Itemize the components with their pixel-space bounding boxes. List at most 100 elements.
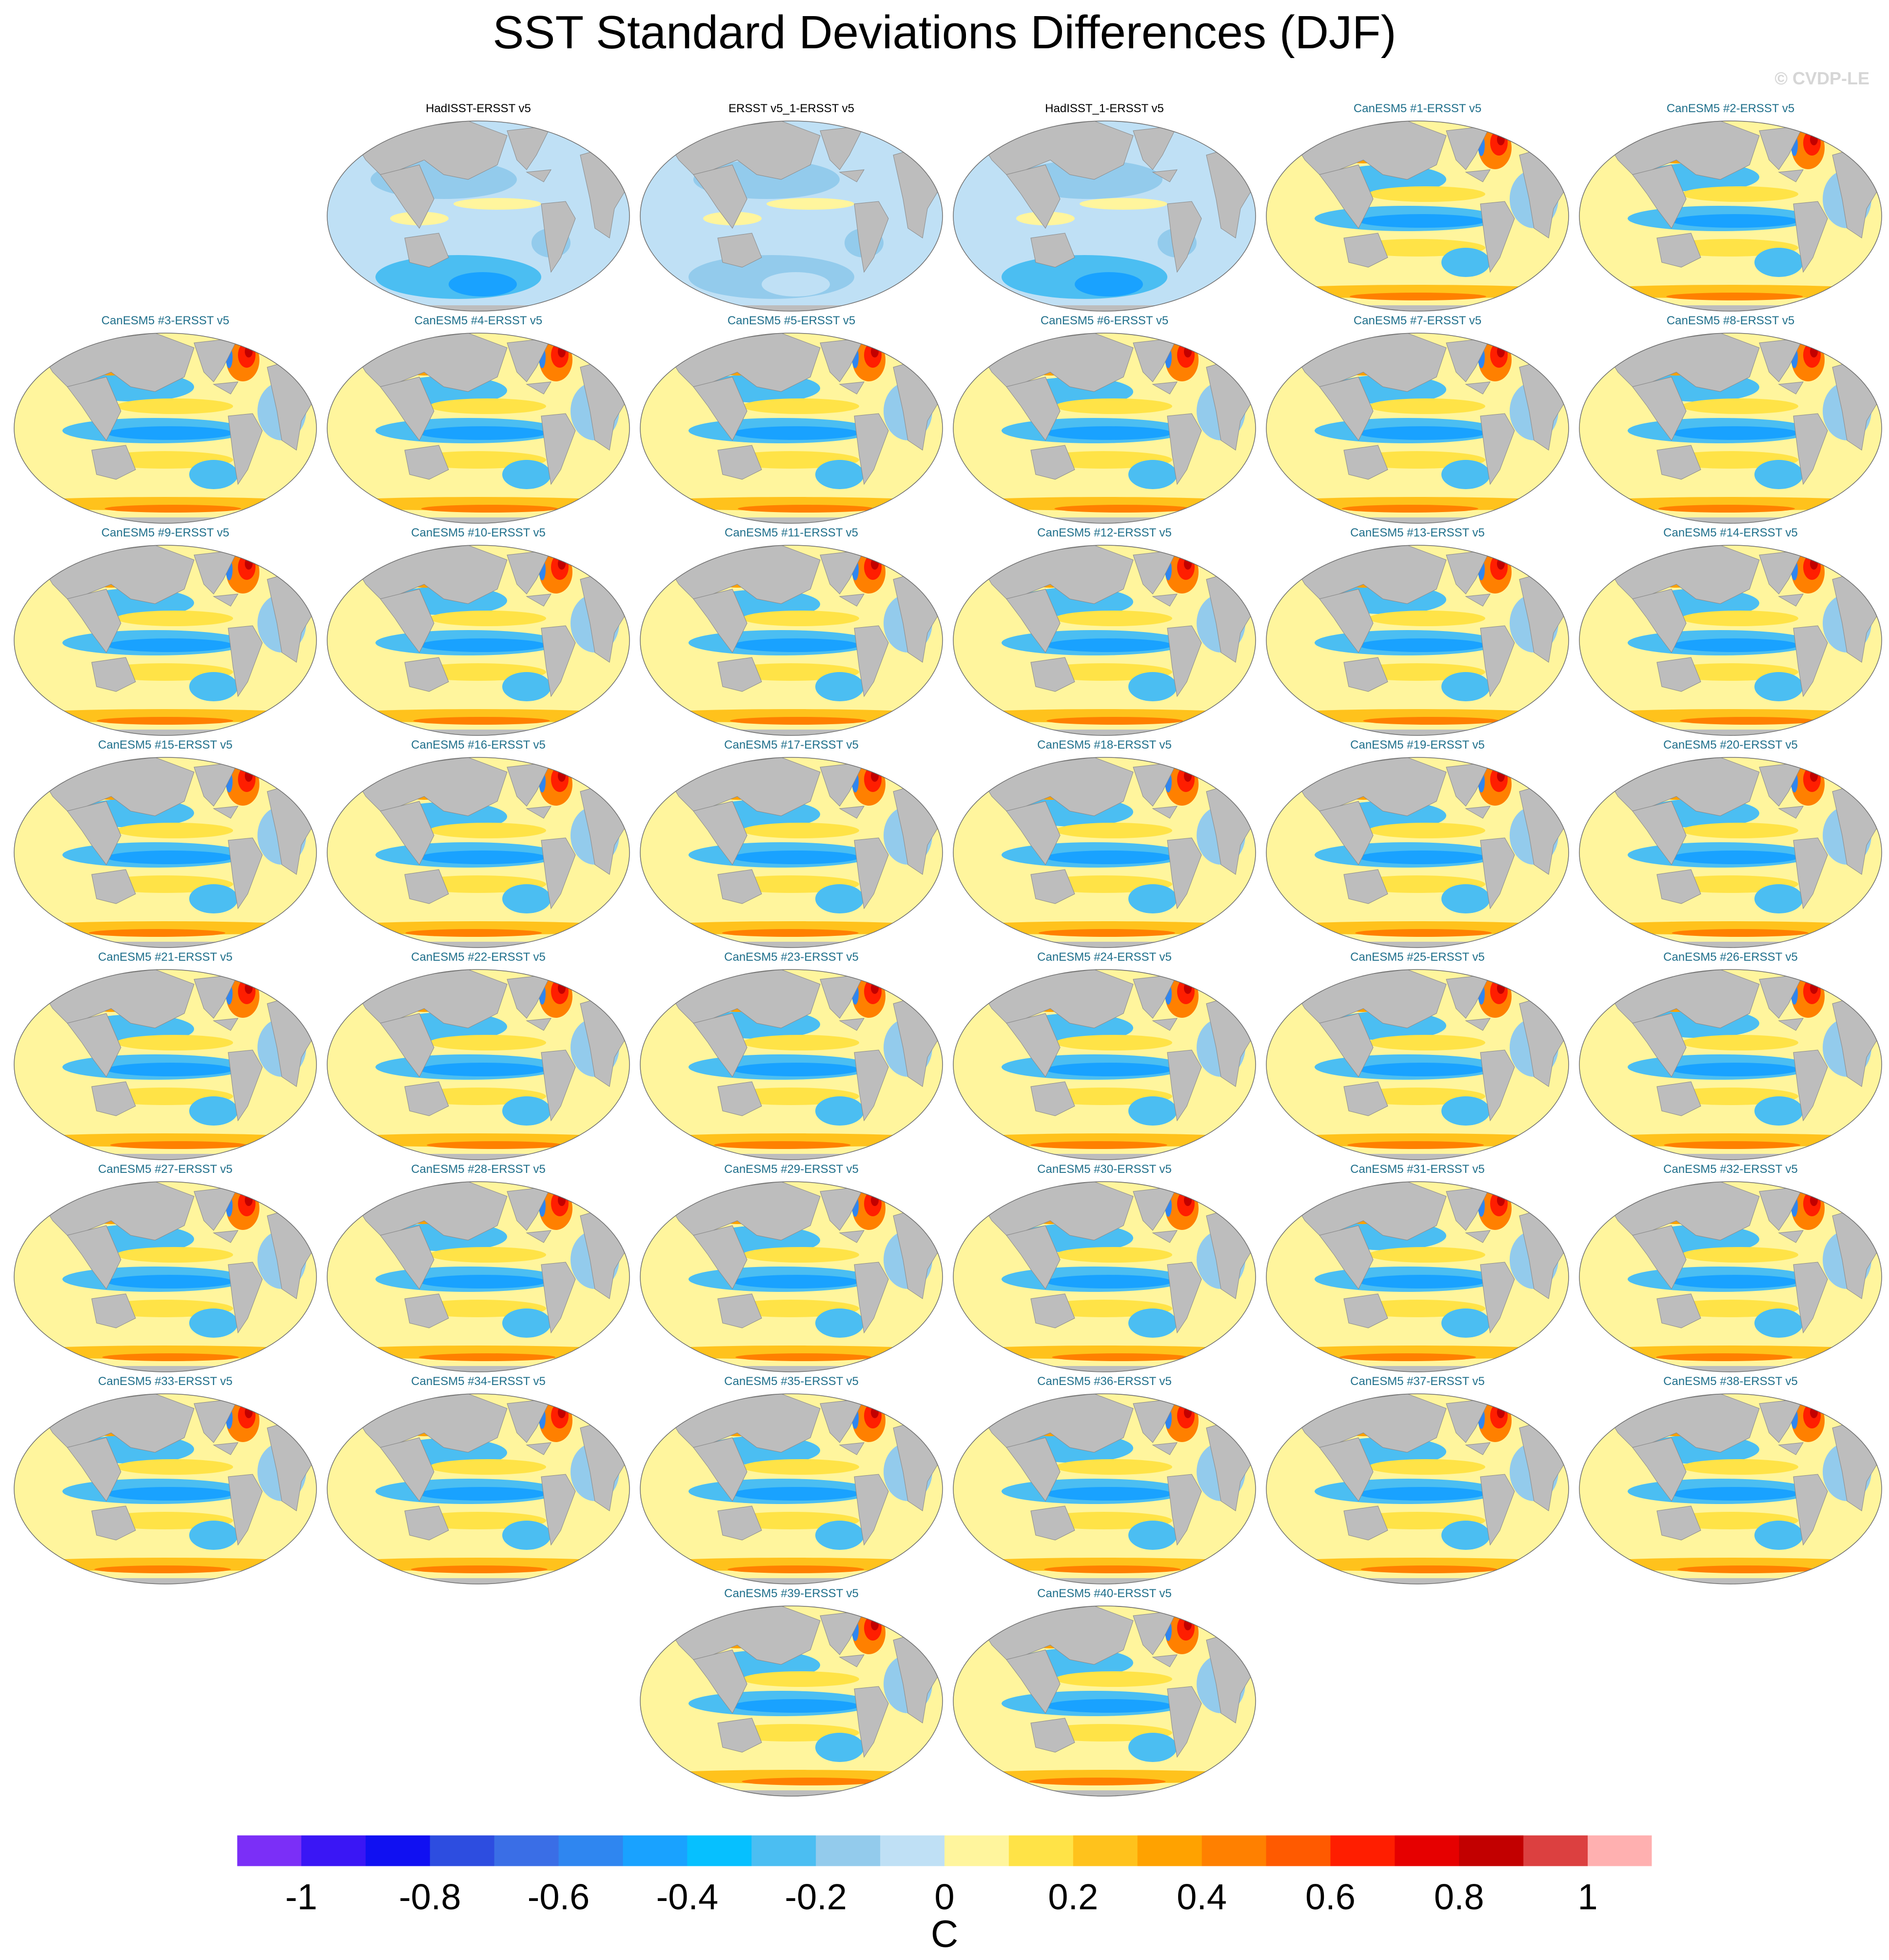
land-shape: [1465, 381, 1491, 395]
land-shape: [1480, 837, 1515, 910]
world-map: [14, 757, 317, 948]
map-panel: CanESM5 #6-ERSST v5: [948, 314, 1261, 528]
land-shape: [888, 757, 908, 777]
land-shape: [693, 801, 748, 865]
land-shape: [380, 376, 434, 441]
land-shape: [1030, 1293, 1075, 1328]
land-shape: [404, 1293, 449, 1328]
land-shape: [1514, 757, 1535, 777]
map-panel: CanESM5 #3-ERSST v5: [9, 314, 322, 528]
land-shape: [854, 625, 889, 697]
colorbar-swatch: [1330, 1835, 1395, 1866]
map-panel: CanESM5 #36-ERSST v5: [948, 1374, 1261, 1589]
panel-title: CanESM5 #29-ERSST v5: [724, 1163, 859, 1176]
land-shape: [1514, 1182, 1535, 1202]
world-map: [327, 757, 630, 948]
panel-title: CanESM5 #40-ERSST v5: [1037, 1587, 1172, 1600]
world-map: [640, 1393, 943, 1584]
land-shape: [526, 1018, 551, 1031]
map-panel: CanESM5 #34-ERSST v5: [322, 1374, 635, 1589]
land-shape: [693, 589, 748, 653]
land-shape: [380, 1225, 434, 1289]
land-shape: [1465, 594, 1491, 607]
panel-title: CanESM5 #22-ERSST v5: [411, 950, 546, 964]
land-shape: [1656, 1505, 1701, 1541]
land-shape: [1632, 1225, 1687, 1289]
panel-title: CanESM5 #26-ERSST v5: [1663, 950, 1798, 964]
land-shape: [1480, 201, 1515, 273]
panel-title: CanESM5 #3-ERSST v5: [101, 314, 230, 327]
land-shape: [213, 381, 238, 395]
map-panel: CanESM5 #20-ERSST v5: [1574, 738, 1887, 952]
land-shape: [1827, 333, 1848, 353]
land-shape: [1167, 1262, 1202, 1334]
land-shape: [213, 1442, 238, 1455]
land-shape: [1167, 1474, 1202, 1546]
colorbar-swatch: [944, 1835, 1009, 1866]
land-shape: [67, 376, 121, 441]
land-shape: [1167, 413, 1202, 485]
land-shape: [1632, 801, 1687, 865]
land-shape: [1793, 625, 1828, 697]
land-shape: [854, 837, 889, 910]
land-shape: [526, 169, 551, 182]
land-shape: [854, 201, 889, 273]
land-shape: [575, 333, 595, 353]
panel-title: CanESM5 #30-ERSST v5: [1037, 1163, 1172, 1176]
panel-title: CanESM5 #19-ERSST v5: [1350, 738, 1485, 752]
land-shape: [575, 1182, 595, 1202]
land-shape: [1632, 164, 1687, 229]
colorbar-tick-label: -0.6: [528, 1877, 590, 1917]
panel-title: CanESM5 #8-ERSST v5: [1666, 314, 1795, 327]
map-panel: CanESM5 #23-ERSST v5: [635, 950, 948, 1165]
land-shape: [717, 869, 762, 904]
world-map: [640, 1181, 943, 1372]
land-shape: [1319, 801, 1374, 865]
map-panel: CanESM5 #4-ERSST v5: [322, 314, 635, 528]
colorbar-swatch: [1588, 1835, 1653, 1866]
land-shape: [1167, 201, 1202, 273]
land-shape: [1778, 594, 1804, 607]
world-map: [1579, 1181, 1882, 1372]
map-panel: CanESM5 #15-ERSST v5: [9, 738, 322, 952]
land-shape: [693, 1013, 748, 1077]
land-shape: [717, 445, 762, 480]
land-shape: [1201, 1606, 1221, 1626]
map-panel: CanESM5 #16-ERSST v5: [322, 738, 635, 952]
world-map: [640, 757, 943, 948]
land-shape: [839, 1230, 865, 1243]
land-shape: [1167, 625, 1202, 697]
land-shape: [717, 1081, 762, 1116]
land-shape: [67, 1225, 121, 1289]
map-panel: CanESM5 #29-ERSST v5: [635, 1162, 948, 1377]
land-shape: [526, 1230, 551, 1243]
land-shape: [1343, 869, 1388, 904]
land-shape: [693, 1225, 748, 1289]
land-shape: [67, 1437, 121, 1502]
colorbar-swatch: [430, 1835, 495, 1866]
land-shape: [888, 333, 908, 353]
land-shape: [1656, 1293, 1701, 1328]
land-shape: [1343, 445, 1388, 480]
land-shape: [839, 381, 865, 395]
land-shape: [717, 1718, 762, 1753]
land-shape: [1656, 1081, 1701, 1116]
world-map: [640, 333, 943, 524]
land-shape: [717, 1505, 762, 1541]
land-shape: [1514, 970, 1535, 990]
world-map: [953, 1181, 1256, 1372]
world-map: [1266, 969, 1569, 1160]
land-shape: [1343, 1293, 1388, 1328]
panel-title: CanESM5 #25-ERSST v5: [1350, 950, 1485, 964]
land-shape: [213, 594, 238, 607]
colorbar-swatch: [365, 1835, 431, 1866]
colorbar-swatch: [1266, 1835, 1331, 1866]
land-shape: [1167, 1686, 1202, 1758]
land-shape: [1480, 625, 1515, 697]
panel-title: CanESM5 #39-ERSST v5: [724, 1587, 859, 1600]
world-map: [953, 120, 1256, 312]
land-shape: [1201, 970, 1221, 990]
map-panel: CanESM5 #35-ERSST v5: [635, 1374, 948, 1589]
land-shape: [262, 970, 282, 990]
panel-title: CanESM5 #38-ERSST v5: [1663, 1375, 1798, 1388]
